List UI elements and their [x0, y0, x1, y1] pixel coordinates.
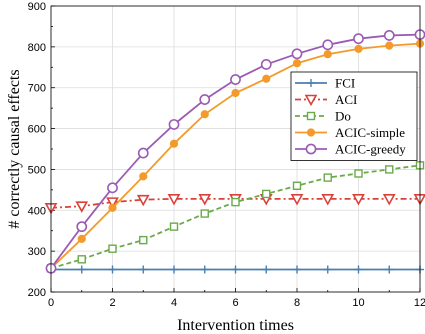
x-tick-label: 12 — [414, 297, 425, 309]
data-point-do — [77, 255, 86, 264]
data-point-fci — [323, 265, 332, 274]
x-tick-label: 2 — [109, 297, 115, 309]
legend-item-aci: ACI — [295, 92, 357, 107]
x-axis-label: Intervention times — [177, 317, 294, 334]
data-point-fci — [385, 265, 394, 274]
data-point-acic-greedy — [230, 74, 241, 85]
series-fci — [47, 265, 424, 274]
series-do — [46, 161, 425, 273]
data-point-acic-greedy — [260, 59, 272, 70]
legend-item-acic-greedy: ACIC-greedy — [295, 142, 406, 157]
data-point-do — [292, 181, 302, 190]
data-point-acic-greedy — [168, 119, 180, 130]
y-tick-label: 900 — [28, 1, 46, 13]
legend-marker-acic-greedy — [305, 143, 317, 155]
data-point-fci — [293, 265, 301, 274]
data-point-acic-simple — [77, 234, 86, 243]
legend-marker-fci — [307, 79, 315, 87]
legend-item-do: Do — [295, 109, 351, 124]
data-point-fci — [231, 265, 240, 274]
legend-label-aci: ACI — [335, 92, 357, 107]
data-point-fci — [262, 265, 271, 274]
y-axis-label: # correctly causal effects — [6, 69, 23, 228]
data-point-acic-greedy — [76, 221, 88, 233]
data-point-do — [200, 209, 209, 218]
data-point-do — [169, 222, 179, 231]
data-point-acic-greedy — [383, 30, 395, 41]
data-point-aci — [198, 194, 212, 206]
data-point-aci — [352, 194, 365, 206]
legend-marker-do — [306, 111, 316, 121]
legend-label-acic-greedy: ACIC-greedy — [335, 142, 406, 157]
data-point-fci — [108, 265, 117, 274]
data-point-aci — [290, 194, 304, 206]
data-point-acic-simple — [108, 203, 117, 212]
data-point-do — [231, 197, 240, 207]
ticks: 0 2 4 6 8 10 12 200 300 400 500 600 700 800 900 — [28, 1, 425, 309]
data-point-acic-simple — [292, 59, 302, 68]
legend-marker-aci — [304, 94, 318, 107]
data-point-acic-greedy — [353, 33, 364, 45]
legend-label-fci: FCI — [335, 76, 355, 91]
data-point-acic-greedy — [199, 94, 211, 105]
data-point-acic-simple — [262, 74, 271, 83]
data-point-fci — [354, 265, 363, 274]
x-tick-label: 8 — [294, 297, 300, 309]
data-point-acic-simple — [200, 110, 209, 119]
data-point-acic-greedy — [322, 39, 334, 51]
data-point-aci — [382, 194, 396, 206]
data-point-acic-greedy — [137, 147, 149, 159]
data-point-acic-greedy — [291, 48, 303, 60]
x-tick-label: 6 — [232, 297, 238, 309]
x-tick-label: 4 — [171, 297, 177, 309]
legend-label-acic-simple: ACIC-simple — [335, 125, 405, 140]
y-tick-label: 500 — [28, 164, 46, 176]
data-point-fci — [77, 265, 86, 274]
data-point-acic-simple — [169, 139, 179, 148]
y-tick-label: 300 — [28, 246, 46, 258]
y-tick-label: 700 — [28, 83, 46, 95]
data-point-fci — [200, 265, 209, 274]
data-point-fci — [170, 265, 178, 274]
y-tick-label: 200 — [28, 287, 46, 299]
data-point-do — [108, 244, 117, 253]
data-point-acic-simple — [354, 44, 363, 54]
data-point-aci — [136, 194, 150, 207]
y-tick-label: 600 — [28, 124, 46, 136]
y-tick-label: 800 — [28, 42, 46, 54]
data-point-fci — [139, 265, 148, 274]
data-point-aci — [75, 201, 89, 213]
data-point-aci — [167, 194, 181, 206]
data-point-acic-greedy — [107, 182, 118, 194]
x-tick-label: 0 — [48, 297, 54, 309]
data-point-acic-simple — [139, 172, 148, 181]
data-point-acic-simple — [385, 41, 394, 50]
data-point-do — [385, 165, 394, 174]
legend-label-do: Do — [335, 109, 351, 124]
y-tick-label: 400 — [28, 205, 46, 217]
data-point-do — [262, 189, 271, 199]
data-point-acic-simple — [231, 88, 240, 98]
plot-frame — [50, 5, 421, 293]
legend-marker-acic-simple — [306, 128, 316, 137]
legend-item-fci: FCI — [295, 76, 355, 91]
data-point-acic-simple — [323, 50, 332, 59]
data-point-aci — [321, 194, 335, 206]
data-point-do — [323, 173, 332, 182]
data-point-do — [139, 235, 148, 245]
data-point-do — [354, 169, 363, 178]
data-point-aci — [106, 197, 119, 209]
x-tick-label: 10 — [352, 297, 364, 309]
legend-item-acic-simple: ACIC-simple — [295, 125, 405, 140]
